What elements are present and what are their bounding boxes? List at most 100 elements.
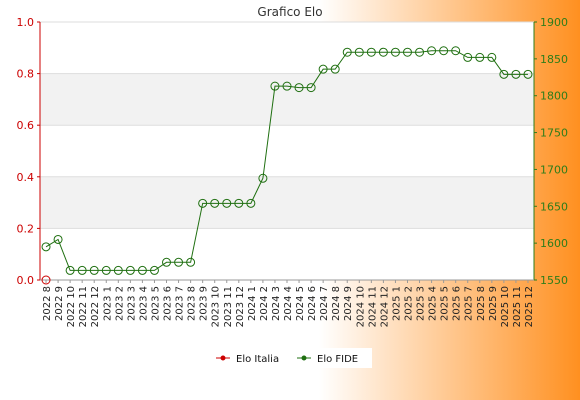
- left-tick-label: 0.0: [17, 274, 35, 287]
- legend-label: Elo Italia: [236, 354, 279, 365]
- x-tick-label: 2023 7: [175, 286, 186, 321]
- legend-box: [210, 348, 372, 368]
- x-tick-label: 2025 2: [403, 286, 414, 321]
- x-tick-label: 2025 8: [476, 286, 487, 321]
- x-tick-label: 2022 12: [90, 286, 101, 327]
- right-tick-label: 1750: [540, 127, 568, 140]
- x-tick-label: 2023 2: [114, 286, 125, 321]
- left-tick-label: 0.8: [17, 68, 35, 81]
- grid-band: [40, 73, 534, 126]
- legend-label: Elo FIDE: [317, 354, 358, 365]
- legend-swatch-marker: [220, 355, 226, 361]
- x-tick-label: 2022 11: [78, 286, 89, 327]
- data-point-elo-fide: [499, 69, 509, 79]
- x-tick-label: 2024 5: [295, 286, 306, 321]
- data-point-elo-fide: [270, 81, 280, 91]
- x-tick-label: 2024 2: [259, 286, 270, 321]
- right-tick-label: 1550: [540, 274, 568, 287]
- data-point-elo-fide: [330, 64, 340, 74]
- data-point-elo-fide: [137, 265, 147, 275]
- data-point-elo-fide: [149, 265, 159, 275]
- x-tick-label: 2025 7: [464, 286, 475, 321]
- x-tick-label: 2024 8: [331, 286, 342, 321]
- right-tick-label: 1850: [540, 53, 568, 66]
- x-tick-label: 2025 4: [428, 286, 439, 321]
- data-point-elo-fide: [41, 242, 51, 252]
- data-point-elo-fide: [89, 265, 99, 275]
- x-tick-label: 2023 1: [102, 286, 113, 321]
- data-point-elo-fide: [354, 47, 364, 57]
- data-point-elo-fide: [198, 198, 208, 208]
- data-point-elo-fide: [366, 47, 376, 57]
- x-tick-label: 2023 10: [211, 286, 222, 327]
- x-tick-label: 2022 10: [66, 286, 77, 327]
- right-tick-label: 1600: [540, 237, 568, 250]
- x-tick-label: 2025 3: [416, 286, 427, 321]
- data-point-elo-fide: [125, 265, 135, 275]
- right-tick-label: 1700: [540, 163, 568, 176]
- x-tick-label: 2024 9: [343, 286, 354, 321]
- data-point-elo-fide: [342, 47, 352, 57]
- x-tick-label: 2023 9: [199, 286, 210, 321]
- left-tick-label: 0.6: [17, 119, 35, 132]
- x-tick-label: 2025 6: [452, 286, 463, 321]
- left-tick-label: 1.0: [17, 16, 35, 29]
- data-point-elo-fide: [234, 198, 244, 208]
- x-tick-label: 2023 8: [187, 286, 198, 321]
- data-point-elo-fide: [523, 69, 533, 79]
- left-tick-label: 0.4: [17, 171, 35, 184]
- data-point-elo-fide: [186, 257, 196, 267]
- x-tick-label: 2025 11: [512, 286, 523, 327]
- plot-area: [40, 22, 534, 280]
- data-point-elo-fide: [378, 47, 388, 57]
- data-point-elo-fide: [101, 265, 111, 275]
- data-point-elo-fide: [390, 47, 400, 57]
- data-point-elo-fide: [318, 64, 328, 74]
- x-tick-label: 2024 6: [307, 286, 318, 321]
- data-point-elo-fide: [294, 83, 304, 93]
- data-point-elo-fide: [415, 47, 425, 57]
- data-point-elo-fide: [162, 257, 172, 267]
- data-point-elo-italia: [41, 275, 51, 285]
- x-tick-label: 2025 12: [524, 286, 535, 327]
- data-point-elo-fide: [258, 173, 268, 183]
- data-point-elo-fide: [511, 69, 521, 79]
- left-tick-label: 0.2: [17, 222, 35, 235]
- data-point-elo-fide: [475, 52, 485, 62]
- x-tick-label: 2023 5: [150, 286, 161, 321]
- x-tick-label: 2024 7: [319, 286, 330, 321]
- x-tick-label: 2025 5: [440, 286, 451, 321]
- x-tick-label: 2023 11: [223, 286, 234, 327]
- data-point-elo-fide: [113, 265, 123, 275]
- data-point-elo-fide: [306, 83, 316, 93]
- data-point-elo-fide: [210, 198, 220, 208]
- data-point-elo-fide: [463, 52, 473, 62]
- x-tick-label: 2024 3: [271, 286, 282, 321]
- data-point-elo-fide: [451, 46, 461, 56]
- data-point-elo-fide: [427, 46, 437, 56]
- data-point-elo-fide: [487, 52, 497, 62]
- grid-band: [40, 176, 534, 229]
- x-tick-label: 2024 11: [367, 286, 378, 327]
- legend-swatch-marker: [301, 355, 307, 361]
- data-point-elo-fide: [174, 257, 184, 267]
- data-point-elo-fide: [402, 47, 412, 57]
- data-point-elo-fide: [282, 81, 292, 91]
- data-point-elo-fide: [53, 234, 63, 244]
- x-tick-label: 2025 10: [500, 286, 511, 327]
- x-tick-label: 2024 12: [379, 286, 390, 327]
- x-tick-label: 2022 9: [54, 286, 65, 321]
- x-tick-label: 2023 12: [235, 286, 246, 327]
- data-point-elo-fide: [222, 198, 232, 208]
- x-tick-label: 2022 8: [42, 286, 53, 321]
- data-point-elo-fide: [77, 265, 87, 275]
- x-tick-label: 2023 6: [163, 286, 174, 321]
- x-tick-label: 2024 1: [247, 286, 258, 321]
- data-point-elo-fide: [65, 265, 75, 275]
- x-tick-label: 2023 4: [138, 286, 149, 321]
- x-tick-label: 2024 10: [355, 286, 366, 327]
- x-tick-label: 2023 3: [126, 286, 137, 321]
- x-tick-label: 2025 9: [488, 286, 499, 321]
- x-tick-label: 2024 4: [283, 286, 294, 321]
